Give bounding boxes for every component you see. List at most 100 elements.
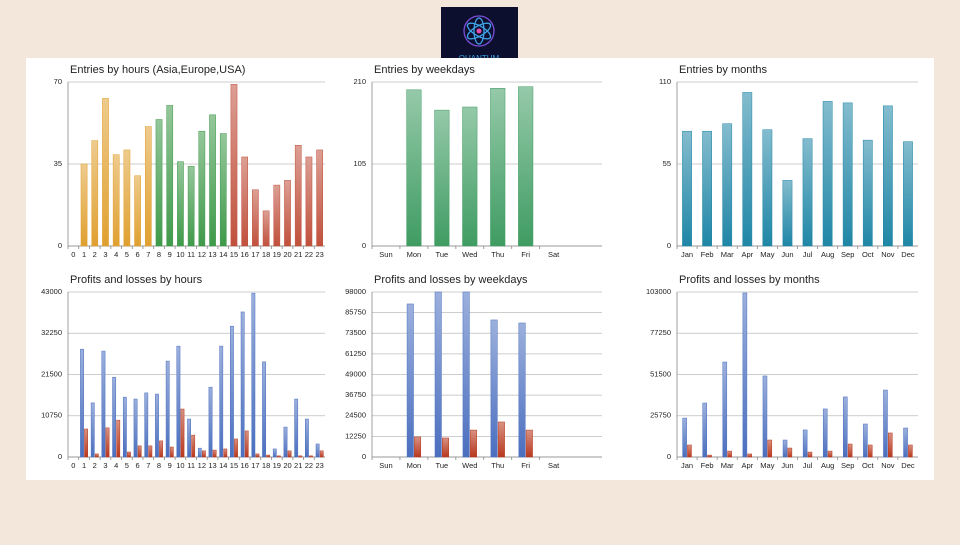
bar: [148, 445, 153, 458]
x-tick-label: Mon: [407, 250, 422, 259]
x-tick-label: 5: [125, 250, 129, 259]
x-tick-label: 16: [241, 250, 249, 259]
bar: [827, 450, 833, 458]
bar: [843, 396, 848, 458]
x-tick-label: 4: [114, 250, 118, 259]
x-tick-label: 18: [262, 250, 270, 259]
y-tick-label: 0: [58, 241, 62, 250]
x-tick-label: Sat: [548, 461, 560, 470]
x-tick-label: Dec: [901, 250, 915, 259]
y-tick-label: 36750: [345, 390, 366, 399]
x-tick-label: Mar: [721, 250, 734, 259]
bar: [847, 443, 853, 458]
y-tick-label: 10750: [41, 411, 62, 420]
bar: [137, 445, 142, 458]
y-tick-label: 0: [58, 452, 62, 461]
bar: [747, 453, 752, 458]
charts: Entries by hours (Asia,Europe,USA)035700…: [41, 64, 918, 470]
x-tick-label: 19: [273, 250, 281, 259]
y-tick-label: 43000: [41, 287, 62, 296]
bar: [169, 446, 174, 458]
x-tick-label: 2: [93, 461, 97, 470]
bar: [883, 389, 888, 458]
y-tick-label: 21500: [41, 369, 62, 378]
x-tick-label: 8: [157, 250, 161, 259]
x-tick-label: Thu: [491, 250, 504, 259]
bar: [782, 180, 793, 247]
bar: [727, 450, 732, 458]
bar: [742, 292, 748, 458]
bar: [191, 434, 196, 458]
bar: [294, 398, 299, 458]
bar: [230, 84, 238, 247]
bar: [262, 210, 270, 247]
x-tick-label: Sat: [548, 250, 560, 259]
bar: [272, 448, 277, 458]
x-tick-label: Fri: [521, 461, 530, 470]
bar: [155, 119, 163, 247]
bar: [867, 444, 873, 458]
bar: [903, 141, 913, 247]
x-tick-label: 11: [187, 461, 195, 470]
bar: [176, 345, 181, 458]
bar: [273, 184, 281, 247]
x-tick-label: Aug: [821, 461, 834, 470]
bar: [177, 161, 184, 247]
bar: [198, 130, 206, 247]
y-tick-label: 0: [362, 452, 366, 461]
bar: [908, 444, 913, 458]
bar: [209, 114, 216, 247]
x-tick-label: 13: [208, 250, 216, 259]
x-tick-label: Jul: [803, 461, 813, 470]
x-tick-label: Jul: [803, 250, 813, 259]
bar: [802, 429, 808, 458]
x-tick-label: Oct: [862, 461, 875, 470]
y-tick-label: 35: [54, 159, 62, 168]
bar: [252, 189, 259, 247]
bar: [84, 428, 88, 458]
y-tick-label: 110: [659, 77, 671, 86]
x-tick-label: 0: [71, 461, 75, 470]
bar: [525, 429, 533, 458]
x-tick-label: 23: [315, 250, 323, 259]
y-tick-label: 70: [54, 77, 62, 86]
x-tick-label: 15: [230, 461, 238, 470]
bar: [166, 105, 174, 247]
x-tick-label: Jun: [781, 461, 793, 470]
bar: [266, 454, 271, 458]
chart-title: Entries by months: [679, 64, 768, 76]
x-tick-label: 1: [82, 461, 86, 470]
bar: [863, 423, 868, 458]
x-tick-label: Feb: [701, 250, 714, 259]
x-tick-label: Feb: [701, 461, 714, 470]
x-tick-label: 6: [136, 250, 140, 259]
x-tick-label: May: [760, 250, 774, 259]
x-tick-label: 4: [114, 461, 118, 470]
y-tick-label: 51500: [650, 369, 671, 378]
bar: [276, 455, 281, 458]
x-tick-label: Apr: [741, 461, 753, 470]
y-tick-label: 12250: [345, 431, 366, 440]
y-tick-label: 105: [353, 159, 366, 168]
y-tick-label: 77250: [650, 328, 671, 337]
chart-title: Profits and losses by weekdays: [374, 274, 528, 286]
x-tick-label: 20: [283, 461, 291, 470]
bar: [414, 436, 422, 458]
x-tick-label: 20: [283, 250, 291, 259]
x-tick-label: Jan: [681, 461, 693, 470]
x-tick-label: Thu: [491, 461, 504, 470]
bar: [497, 421, 505, 458]
bar: [180, 408, 185, 458]
bar: [122, 396, 127, 458]
bar: [702, 402, 707, 458]
bar: [702, 130, 712, 247]
bar: [762, 129, 773, 247]
bar: [807, 451, 813, 458]
x-tick-label: 21: [294, 250, 302, 259]
x-tick-label: Apr: [741, 250, 753, 259]
y-tick-label: 24500: [345, 411, 366, 420]
bar: [682, 417, 687, 458]
x-tick-label: May: [760, 461, 774, 470]
bar: [241, 156, 249, 247]
